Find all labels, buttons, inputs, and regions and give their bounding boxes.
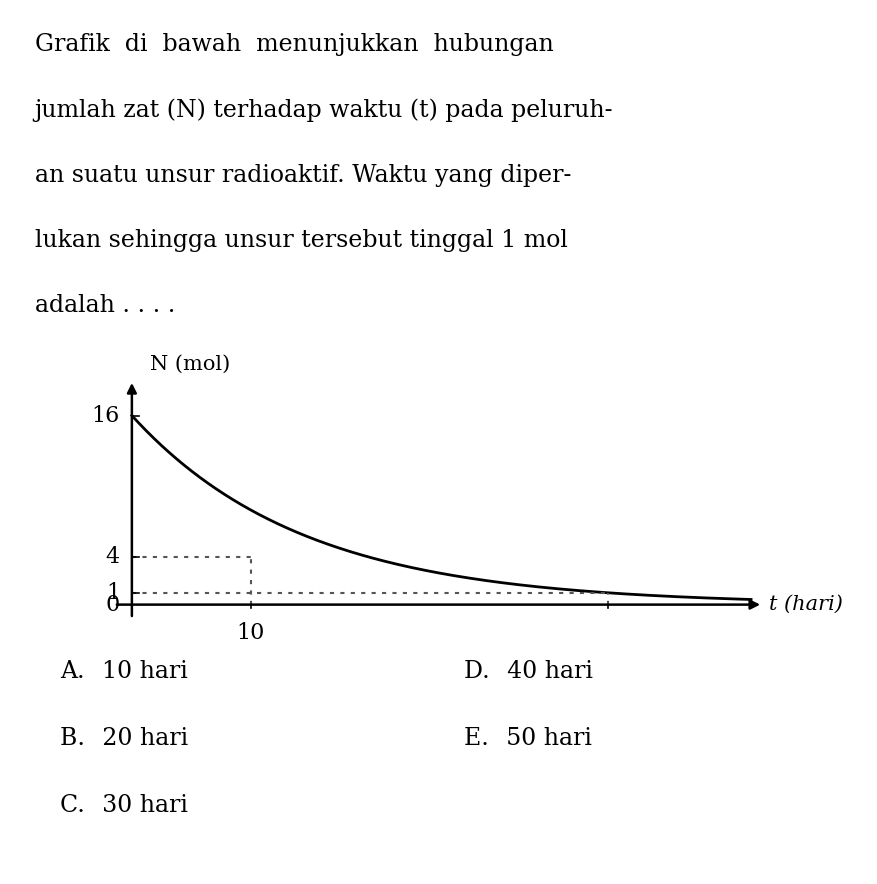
Text: Grafik  di  bawah  menunjukkan  hubungan: Grafik di bawah menunjukkan hubungan (35, 33, 553, 56)
Text: E.   50 hari: E. 50 hari (464, 728, 592, 751)
Text: 10: 10 (237, 622, 265, 644)
Text: lukan sehingga unsur tersebut tinggal 1 mol: lukan sehingga unsur tersebut tinggal 1 … (35, 229, 567, 252)
Text: N (mol): N (mol) (150, 355, 230, 374)
Text: an suatu unsur radioaktif. Waktu yang diper-: an suatu unsur radioaktif. Waktu yang di… (35, 164, 571, 187)
Text: adalah . . . .: adalah . . . . (35, 294, 175, 317)
Text: B.   20 hari: B. 20 hari (60, 728, 188, 751)
Text: 0: 0 (106, 594, 120, 615)
Text: t (hari): t (hari) (769, 595, 843, 614)
Text: 4: 4 (106, 546, 120, 568)
Text: 1: 1 (106, 582, 120, 604)
Text: A.   10 hari: A. 10 hari (60, 660, 188, 683)
Text: D.   40 hari: D. 40 hari (464, 660, 593, 683)
Text: jumlah zat (N) terhadap waktu (t) pada peluruh-: jumlah zat (N) terhadap waktu (t) pada p… (35, 98, 613, 122)
Text: C.   30 hari: C. 30 hari (60, 794, 188, 817)
Text: 16: 16 (92, 405, 120, 427)
